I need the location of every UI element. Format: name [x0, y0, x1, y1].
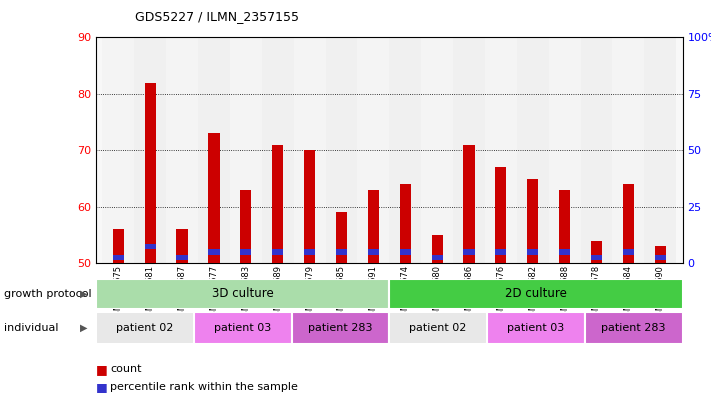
- Bar: [113, 255, 124, 261]
- Bar: [591, 241, 602, 263]
- Bar: [96, 312, 193, 344]
- Bar: [208, 249, 220, 255]
- Text: ■: ■: [96, 363, 108, 376]
- Bar: [517, 37, 549, 263]
- Bar: [198, 37, 230, 263]
- Bar: [134, 37, 166, 263]
- Bar: [496, 167, 506, 263]
- Bar: [487, 312, 584, 344]
- Bar: [400, 184, 411, 263]
- Text: patient 02: patient 02: [410, 323, 467, 333]
- Bar: [389, 312, 487, 344]
- Bar: [559, 190, 570, 263]
- Bar: [358, 37, 390, 263]
- Bar: [176, 255, 188, 261]
- Text: GDS5227 / ILMN_2357155: GDS5227 / ILMN_2357155: [135, 10, 299, 23]
- Text: individual: individual: [4, 323, 58, 333]
- Bar: [464, 249, 474, 255]
- Bar: [549, 37, 581, 263]
- Bar: [644, 37, 676, 263]
- Text: ■: ■: [96, 380, 108, 393]
- Bar: [326, 37, 358, 263]
- Text: 2D culture: 2D culture: [505, 287, 567, 300]
- Bar: [208, 133, 220, 263]
- Bar: [336, 249, 347, 255]
- Bar: [421, 37, 453, 263]
- Text: count: count: [110, 364, 141, 375]
- Bar: [591, 255, 602, 261]
- Bar: [176, 230, 188, 263]
- Bar: [453, 37, 485, 263]
- Bar: [262, 37, 294, 263]
- Bar: [464, 145, 474, 263]
- Text: patient 283: patient 283: [602, 323, 666, 333]
- Bar: [581, 37, 612, 263]
- Text: ▶: ▶: [80, 289, 87, 299]
- Bar: [527, 249, 538, 255]
- Bar: [432, 235, 443, 263]
- Bar: [390, 37, 421, 263]
- Bar: [584, 312, 683, 344]
- Bar: [144, 83, 156, 263]
- Bar: [193, 312, 292, 344]
- Text: patient 03: patient 03: [214, 323, 272, 333]
- Text: patient 283: patient 283: [308, 323, 373, 333]
- Bar: [144, 244, 156, 249]
- Bar: [230, 37, 262, 263]
- Bar: [485, 37, 517, 263]
- Bar: [304, 150, 315, 263]
- Bar: [400, 249, 411, 255]
- Bar: [240, 190, 252, 263]
- Bar: [113, 230, 124, 263]
- Bar: [623, 184, 634, 263]
- Bar: [294, 37, 326, 263]
- Bar: [368, 190, 379, 263]
- Bar: [272, 145, 283, 263]
- Bar: [655, 255, 665, 261]
- Bar: [240, 249, 252, 255]
- Bar: [612, 37, 644, 263]
- Bar: [304, 249, 315, 255]
- Text: patient 03: patient 03: [507, 323, 565, 333]
- Bar: [272, 249, 283, 255]
- Text: 3D culture: 3D culture: [212, 287, 274, 300]
- Bar: [166, 37, 198, 263]
- Bar: [655, 246, 665, 263]
- Text: growth protocol: growth protocol: [4, 289, 91, 299]
- Bar: [559, 249, 570, 255]
- Bar: [102, 37, 134, 263]
- Text: patient 02: patient 02: [116, 323, 173, 333]
- Text: percentile rank within the sample: percentile rank within the sample: [110, 382, 298, 392]
- Bar: [336, 213, 347, 263]
- Bar: [389, 279, 683, 309]
- Bar: [432, 255, 443, 261]
- Bar: [623, 249, 634, 255]
- Bar: [527, 178, 538, 263]
- Bar: [96, 279, 389, 309]
- Bar: [292, 312, 389, 344]
- Bar: [368, 249, 379, 255]
- Bar: [496, 249, 506, 255]
- Text: ▶: ▶: [80, 323, 87, 333]
